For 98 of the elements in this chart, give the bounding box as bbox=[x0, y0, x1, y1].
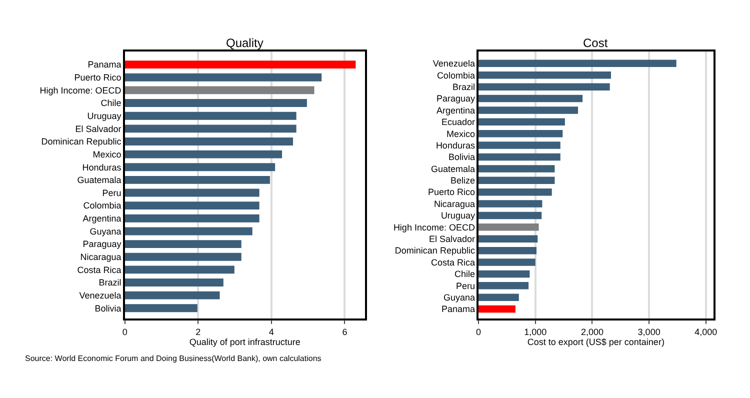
bar bbox=[478, 72, 611, 79]
y-tick-label: Nicaragua bbox=[80, 252, 122, 262]
y-tick-label: Guyana bbox=[443, 292, 475, 302]
bar bbox=[478, 83, 610, 90]
y-tick-label: Brazil bbox=[98, 278, 122, 288]
bar bbox=[478, 118, 565, 126]
y-tick-label: Paraguay bbox=[82, 239, 122, 250]
bar bbox=[478, 246, 537, 254]
x-tick-label: 2,000 bbox=[580, 326, 604, 337]
y-tick-label: Argentina bbox=[82, 214, 122, 224]
bar bbox=[478, 258, 536, 266]
bar bbox=[124, 304, 198, 312]
x-tick-label: 6 bbox=[342, 326, 348, 337]
y-tick-label: Mexico bbox=[446, 128, 475, 139]
y-tick-label: Nicaragua bbox=[434, 198, 475, 209]
bar bbox=[124, 202, 260, 210]
bar bbox=[478, 94, 583, 102]
bar bbox=[124, 60, 356, 69]
y-tick-label: Colombia bbox=[83, 200, 122, 211]
bar bbox=[124, 240, 242, 248]
bar bbox=[124, 124, 296, 133]
y-tick-label: Dominican Republic bbox=[394, 246, 476, 256]
x-tick-label: 2 bbox=[196, 326, 201, 337]
y-tick-label: High Income: OECD bbox=[393, 222, 476, 232]
x-axis-title: Cost to export (US$ per container) bbox=[527, 336, 664, 347]
bar bbox=[124, 86, 314, 94]
y-tick-label: Honduras bbox=[436, 140, 476, 150]
bar bbox=[478, 282, 529, 290]
bar bbox=[478, 235, 538, 242]
y-tick-label: Chile bbox=[454, 269, 475, 280]
y-tick-label: Panama bbox=[88, 60, 122, 70]
x-tick-label: 0 bbox=[122, 326, 128, 337]
bar bbox=[478, 188, 552, 196]
bar bbox=[478, 200, 542, 208]
y-tick-label: Guatemala bbox=[77, 175, 122, 186]
bar bbox=[124, 291, 220, 300]
x-axis-title: Quality of port infrastructure bbox=[189, 336, 300, 347]
y-tick-label: Guyana bbox=[90, 226, 122, 236]
x-tick-label: 0 bbox=[476, 326, 482, 337]
bar bbox=[124, 176, 270, 184]
x-tick-label: 1,000 bbox=[524, 326, 547, 337]
y-tick-label: El Salvador bbox=[428, 234, 475, 244]
y-tick-label: Chile bbox=[100, 98, 122, 108]
chart-title: Cost bbox=[583, 36, 608, 50]
y-tick-label: Puerto Rico bbox=[74, 72, 122, 83]
x-tick-label: 3,000 bbox=[638, 326, 660, 337]
y-tick-label: Paraguay bbox=[436, 94, 476, 104]
y-tick-label: Costa Rica bbox=[77, 264, 122, 275]
y-tick-label: Venezuela bbox=[79, 290, 122, 300]
x-tick-label: 4 bbox=[268, 326, 274, 337]
y-tick-label: El Salvador bbox=[75, 124, 122, 134]
y-tick-label: Argentina bbox=[436, 105, 475, 116]
x-tick-label: 4,000 bbox=[694, 326, 718, 337]
bar bbox=[124, 73, 322, 82]
bar bbox=[478, 270, 530, 278]
y-tick-label: Bolivia bbox=[448, 152, 475, 162]
bar bbox=[124, 214, 260, 222]
y-tick-label: Costa Rica bbox=[430, 257, 475, 268]
source-note: Source: World Economic Forum and Doing Business(World Bank), own calculations bbox=[25, 354, 322, 363]
y-tick-label: Colombia bbox=[436, 70, 475, 80]
bar bbox=[124, 278, 224, 286]
bar bbox=[478, 212, 542, 220]
bar bbox=[124, 163, 276, 172]
bar bbox=[478, 165, 555, 172]
y-tick-label: Peru bbox=[102, 188, 122, 198]
y-tick-label: Honduras bbox=[82, 162, 122, 172]
y-tick-label: High Income: OECD bbox=[40, 85, 122, 96]
bar bbox=[124, 99, 307, 107]
y-tick-label: Peru bbox=[456, 280, 475, 291]
bar bbox=[124, 227, 252, 236]
bar bbox=[478, 130, 563, 138]
bar bbox=[478, 224, 539, 231]
y-tick-label: Venezuela bbox=[432, 58, 475, 69]
y-tick-label: Brazil bbox=[452, 82, 475, 92]
y-tick-label: Guatemala bbox=[430, 164, 475, 174]
bar bbox=[478, 142, 560, 149]
y-tick-label: Dominican Republic bbox=[41, 136, 122, 147]
chart-title: Quality bbox=[226, 36, 264, 50]
bar bbox=[124, 150, 282, 158]
bar bbox=[478, 60, 676, 68]
y-tick-label: Belize bbox=[450, 176, 475, 186]
bar bbox=[124, 188, 260, 197]
bar bbox=[124, 138, 294, 146]
bar bbox=[478, 153, 560, 161]
y-tick-label: Mexico bbox=[92, 149, 122, 160]
bar bbox=[478, 176, 555, 184]
y-tick-label: Uruguay bbox=[440, 210, 476, 221]
bar bbox=[478, 106, 578, 114]
y-tick-label: Bolivia bbox=[94, 303, 122, 314]
bar bbox=[478, 305, 516, 313]
y-tick-label: Puerto Rico bbox=[428, 187, 475, 198]
bar bbox=[478, 294, 519, 301]
bar bbox=[124, 252, 242, 261]
y-tick-label: Uruguay bbox=[87, 110, 122, 121]
y-tick-label: Panama bbox=[441, 304, 475, 314]
bar bbox=[124, 266, 234, 274]
y-tick-label: Ecuador bbox=[441, 117, 475, 128]
bar bbox=[124, 112, 296, 120]
